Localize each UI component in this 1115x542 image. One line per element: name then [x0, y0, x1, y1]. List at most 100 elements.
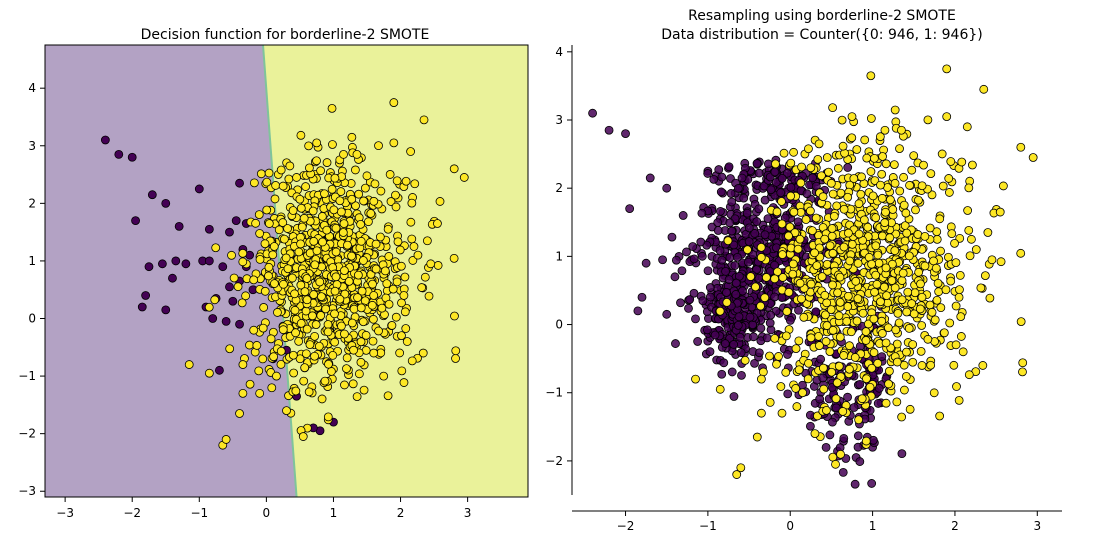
point-class-0: [633, 306, 643, 316]
point-class-1: [877, 193, 887, 203]
point-class-1: [397, 366, 407, 376]
point-class-0: [752, 159, 762, 168]
point-class-0: [100, 135, 110, 145]
point-class-1: [890, 246, 900, 256]
point-class-0: [821, 443, 831, 452]
point-class-0: [838, 467, 848, 477]
point-class-1: [765, 351, 774, 361]
point-class-0: [689, 288, 699, 298]
point-class-0: [141, 291, 151, 300]
point-class-1: [278, 181, 288, 191]
point-class-1: [296, 130, 306, 140]
point-class-1: [400, 307, 410, 317]
point-class-1: [389, 138, 399, 148]
point-class-1: [379, 371, 389, 381]
point-class-0: [855, 380, 865, 389]
point-class-1: [401, 176, 411, 186]
point-class-1: [337, 321, 346, 331]
point-class-1: [909, 151, 919, 160]
point-class-0: [682, 247, 691, 257]
point-class-1: [339, 266, 349, 276]
point-class-1: [418, 348, 428, 358]
point-class-0: [713, 218, 723, 228]
point-class-1: [335, 196, 345, 206]
point-class-1: [899, 200, 909, 210]
point-class-1: [258, 323, 268, 333]
point-class-1: [901, 208, 911, 218]
point-class-1: [340, 329, 349, 339]
point-class-1: [392, 277, 402, 287]
point-class-1: [936, 303, 946, 313]
point-class-1: [980, 271, 990, 281]
point-class-1: [873, 358, 883, 368]
point-class-1: [291, 386, 301, 396]
point-class-1: [371, 239, 381, 249]
point-class-0: [174, 221, 184, 231]
point-class-0: [735, 332, 745, 342]
point-class-1: [925, 223, 935, 233]
point-class-1: [274, 225, 284, 235]
point-class-1: [260, 239, 270, 249]
point-class-1: [391, 312, 401, 322]
point-class-1: [791, 344, 801, 354]
point-class-1: [886, 195, 895, 205]
point-class-1: [860, 135, 870, 145]
y-tick-label: 0: [28, 312, 36, 326]
point-class-1: [367, 300, 377, 310]
point-class-0: [685, 295, 695, 304]
point-class-1: [328, 351, 338, 360]
point-class-0: [731, 278, 741, 288]
point-class-1: [279, 279, 288, 289]
point-class-0: [739, 193, 749, 203]
y-tick-label: 3: [555, 113, 563, 127]
point-class-0: [802, 189, 812, 199]
point-class-1: [736, 463, 746, 473]
point-class-1: [245, 379, 255, 389]
point-class-1: [926, 360, 936, 370]
x-tick-label: 1: [869, 519, 877, 533]
point-class-1: [342, 353, 352, 363]
point-class-1: [784, 287, 794, 297]
point-class-1: [335, 294, 345, 304]
point-class-1: [811, 213, 821, 223]
point-class-1: [276, 165, 286, 175]
point-class-1: [383, 224, 393, 234]
point-class-1: [944, 188, 954, 197]
point-class-1: [878, 152, 887, 161]
point-class-1: [837, 115, 847, 125]
point-class-1: [880, 218, 890, 228]
point-class-1: [262, 205, 272, 215]
point-class-1: [890, 105, 900, 115]
point-class-1: [806, 163, 816, 173]
point-class-1: [316, 311, 326, 320]
point-class-1: [347, 318, 357, 328]
point-class-1: [407, 198, 417, 208]
point-class-0: [181, 259, 191, 269]
point-class-1: [374, 141, 383, 151]
point-class-1: [778, 250, 787, 259]
point-class-1: [276, 360, 286, 369]
point-class-1: [794, 365, 804, 375]
point-class-0: [874, 383, 884, 393]
point-class-1: [375, 232, 385, 242]
point-class-1: [301, 182, 310, 191]
y-tick-label: −3: [18, 484, 36, 498]
point-class-0: [689, 254, 699, 264]
point-class-1: [789, 147, 798, 157]
point-class-0: [641, 258, 651, 268]
x-tick-label: −1: [699, 519, 717, 533]
point-class-1: [892, 339, 902, 349]
point-class-1: [300, 287, 310, 297]
right-plot-area: −2 −1 0 1 2 3 −2 −1 0 1 2 3 4: [545, 45, 1062, 533]
point-class-1: [878, 231, 887, 241]
point-class-1: [843, 291, 853, 301]
point-class-1: [331, 223, 341, 233]
point-class-1: [838, 141, 848, 151]
y-tick-label: −1: [18, 369, 36, 383]
point-class-0: [717, 255, 727, 265]
point-class-1: [818, 192, 828, 202]
point-class-1: [357, 286, 367, 296]
point-class-1: [929, 388, 939, 398]
point-class-0: [697, 251, 707, 261]
point-class-1: [264, 262, 274, 272]
